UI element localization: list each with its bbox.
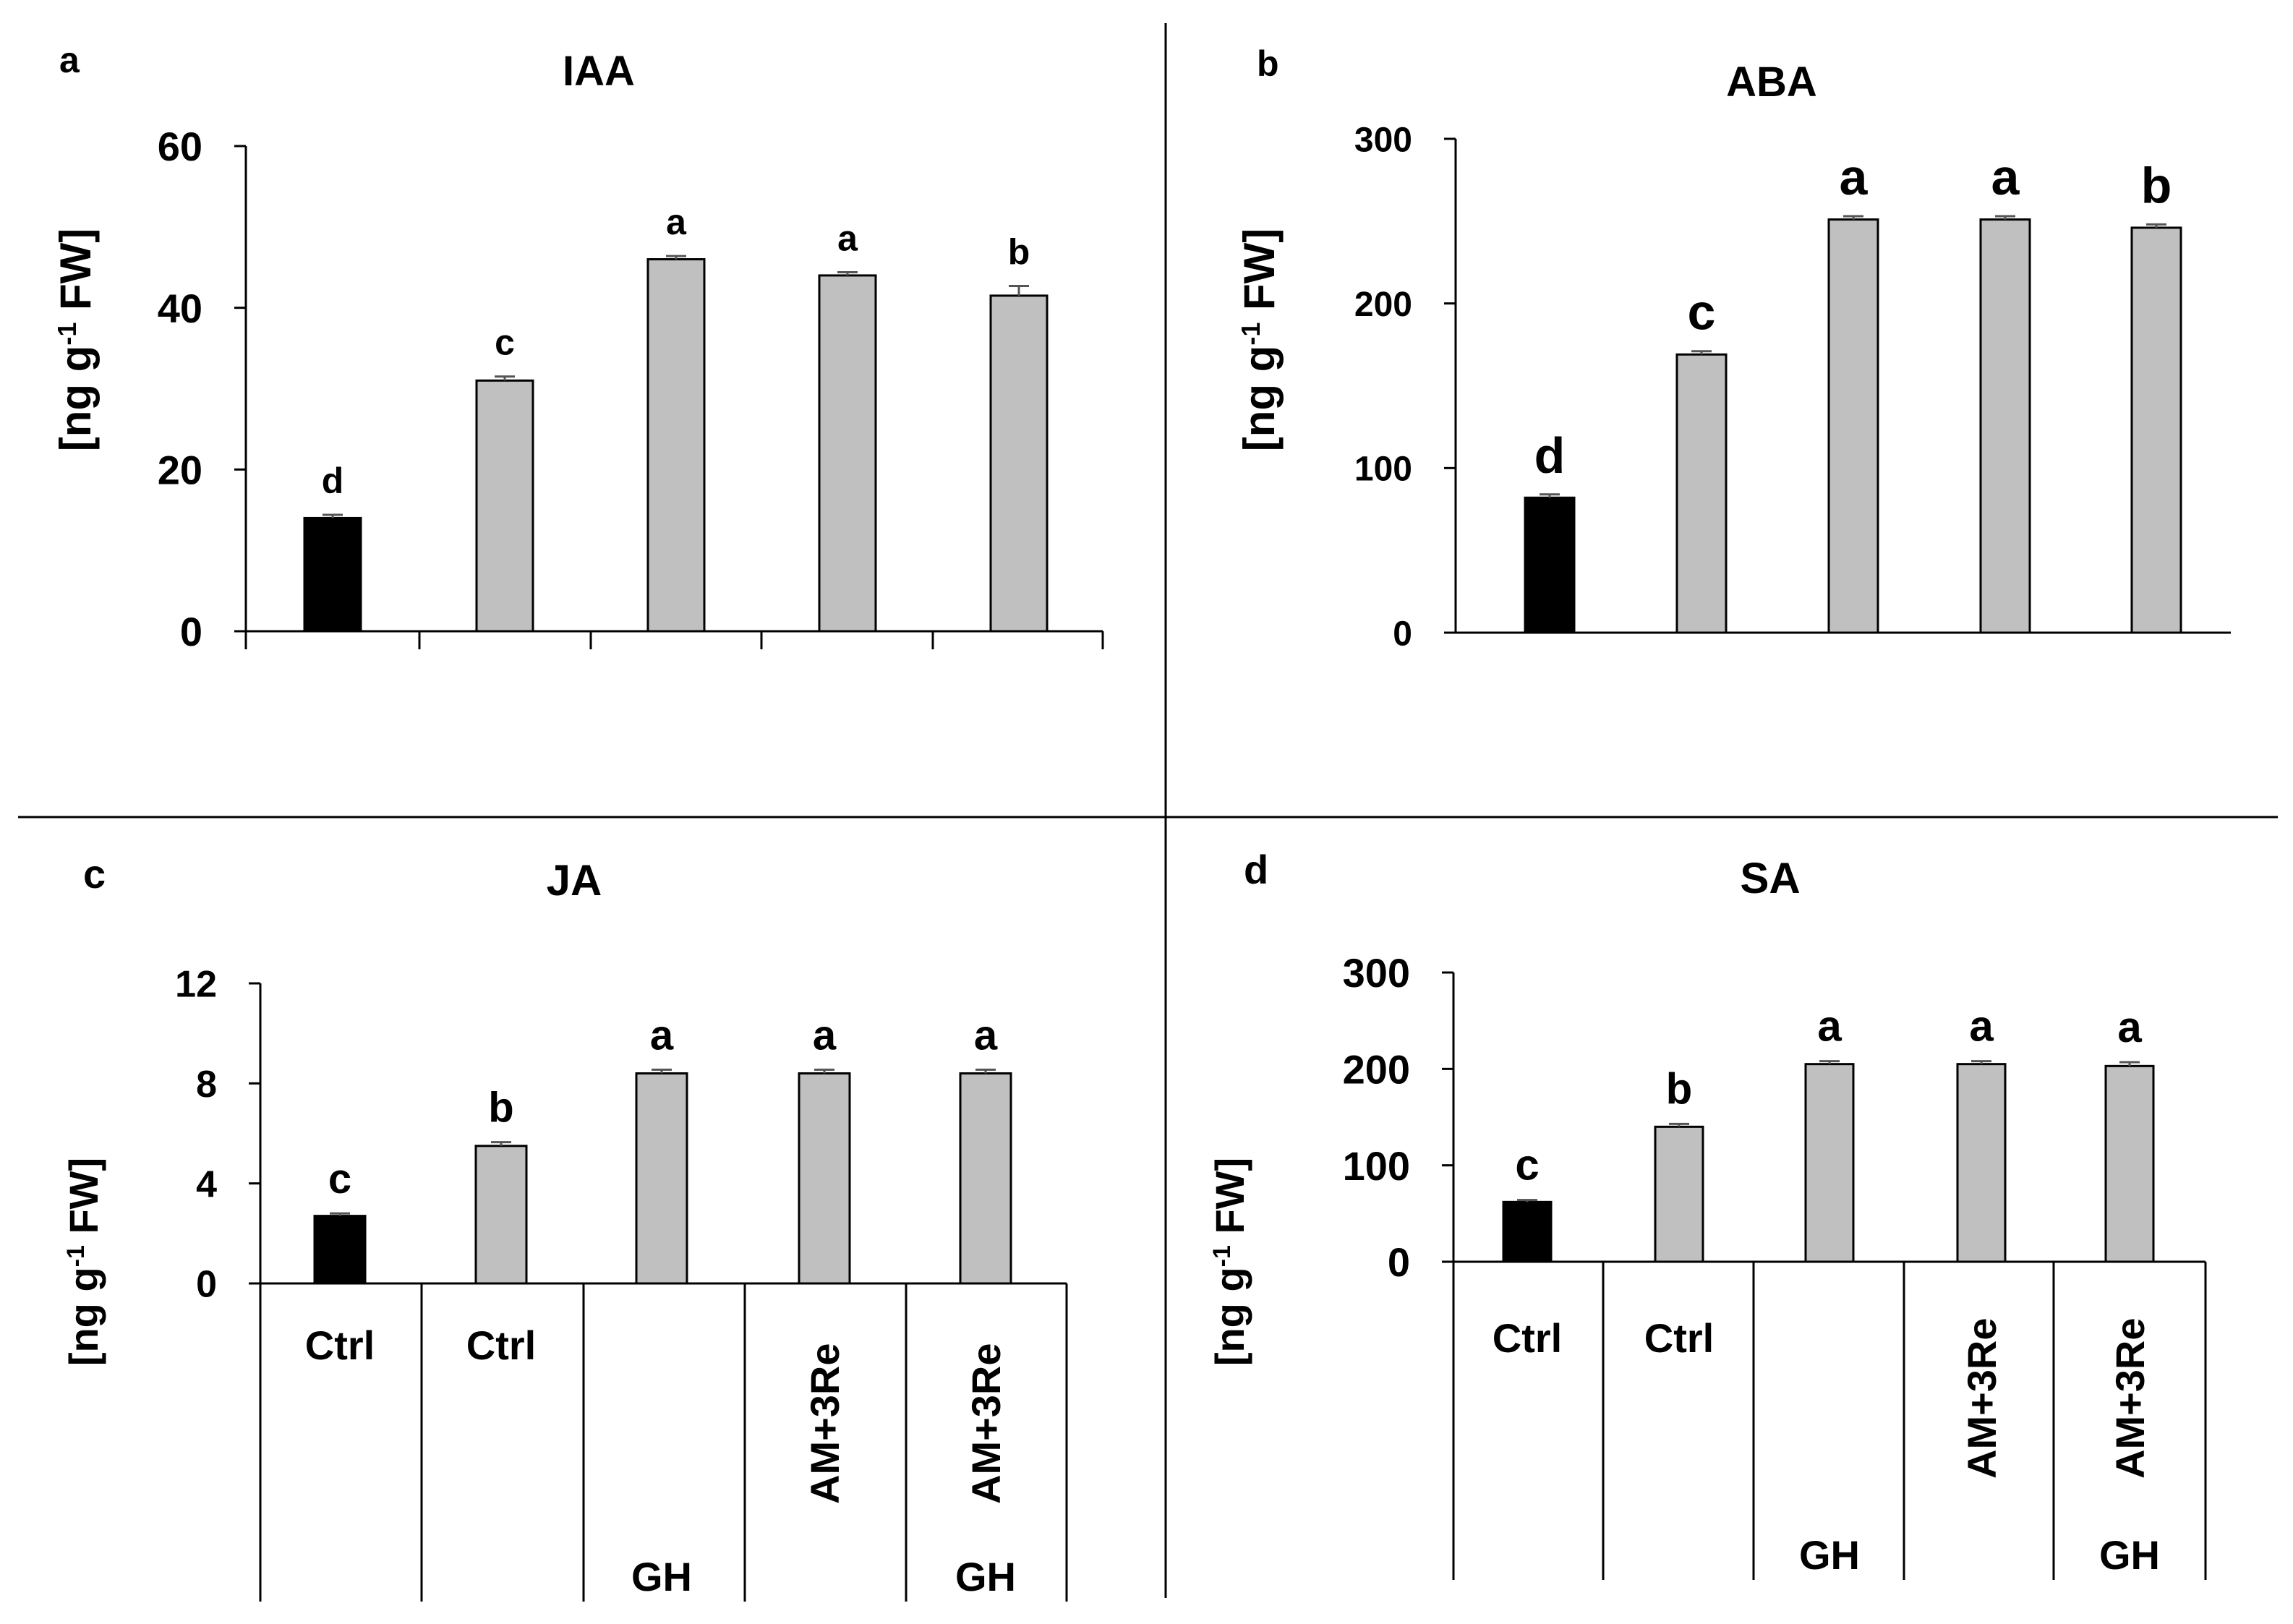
bar — [646, 258, 706, 633]
category-label-bottom: GH — [955, 1554, 1016, 1599]
category-label-bottom: GH — [2099, 1532, 2160, 1578]
significance-letter: a — [666, 202, 687, 242]
category-label-top: Ctrl — [305, 1322, 375, 1368]
chart-iaa: 0 20 40 60 d c a a b [ng g-1 FW] — [51, 124, 1104, 654]
y-axis-label: [ng g-1 FW] — [51, 228, 100, 452]
bar — [1502, 1200, 1553, 1263]
significance-letter: a — [1840, 149, 1869, 205]
y-tick-label: 200 — [1343, 1046, 1410, 1092]
bar — [303, 516, 362, 633]
significance-letter: b — [488, 1085, 513, 1132]
bar — [313, 1215, 367, 1285]
category-label-top: Ctrl — [1644, 1315, 1714, 1361]
y-tick-label: 12 — [175, 964, 217, 1006]
significance-letter: d — [322, 461, 344, 501]
y-tick-label: 8 — [196, 1064, 217, 1106]
y-axis-label: [ng g-1 FW] — [61, 1158, 106, 1366]
y-tick-label: 20 — [158, 447, 202, 492]
significance-letter: b — [1666, 1064, 1693, 1113]
y-tick-label: 0 — [180, 609, 202, 654]
category-label-top: Ctrl — [466, 1322, 536, 1368]
significance-letter: a — [813, 1012, 837, 1059]
bar — [2104, 1064, 2155, 1263]
significance-letter: a — [2117, 1003, 2142, 1051]
significance-letter: a — [1817, 1002, 1842, 1051]
y-tick-label: 100 — [1354, 450, 1412, 489]
significance-letter: c — [495, 322, 515, 363]
panel-d-letter: d — [1244, 847, 1268, 892]
panel-d-title: SA — [1740, 854, 1800, 902]
y-tick-label: 200 — [1354, 286, 1412, 324]
significance-letter: d — [1534, 427, 1566, 484]
bar — [1675, 353, 1728, 634]
y-tick-label: 0 — [1388, 1239, 1410, 1285]
significance-letter: c — [1515, 1141, 1539, 1189]
category-label-top: Ctrl — [1493, 1315, 1562, 1361]
significance-letter: b — [2141, 157, 2172, 213]
bar — [1979, 218, 2031, 634]
bar — [989, 294, 1049, 633]
bar — [1804, 1063, 1855, 1263]
y-axis-label: [ng g-1 FW] — [1235, 228, 1284, 452]
bar — [798, 1072, 851, 1285]
bar — [474, 1145, 528, 1285]
y-tick-label: 40 — [158, 286, 202, 331]
category-label-rotated: AM+3Re — [802, 1343, 847, 1504]
panel-c-letter: c — [83, 851, 106, 897]
significance-letter: a — [650, 1012, 674, 1059]
category-label-rotated: AM+3Re — [2107, 1317, 2153, 1479]
bar — [475, 379, 534, 633]
category-label-bottom: GH — [631, 1554, 692, 1599]
bar — [818, 274, 877, 633]
bar — [1956, 1063, 2007, 1263]
significance-letter: a — [974, 1012, 998, 1059]
bar — [635, 1072, 688, 1285]
category-label-bottom: GH — [1799, 1532, 1860, 1578]
significance-letter: a — [1991, 149, 2020, 205]
bar — [1654, 1125, 1704, 1263]
panel-a-title: IAA — [563, 48, 635, 95]
panel-a-letter: a — [59, 40, 80, 80]
y-tick-label: 60 — [158, 124, 202, 169]
panel-b-letter: b — [1257, 43, 1279, 84]
y-tick-label: 0 — [1393, 615, 1412, 653]
significance-letter: a — [837, 218, 858, 258]
y-tick-label: 4 — [196, 1163, 217, 1205]
y-tick-label: 300 — [1343, 950, 1410, 996]
chart-sa: 0 100 200 300 c b a a a Ctrl Ctrl GH AM+3Re GH AM+3Re [… — [1207, 950, 2207, 1580]
chart-ja: 0 4 8 12 c b a a a Ctrl Ctrl GH AM+3Re GH AM+3Re [ng g-… — [61, 964, 1068, 1602]
panel-c-title: JA — [547, 856, 602, 905]
y-tick-label: 100 — [1343, 1143, 1410, 1189]
bar — [1524, 496, 1576, 634]
chart-aba: 0 100 200 300 d c a a b [ng g-1 FW] — [1235, 121, 2231, 653]
y-tick-label: 0 — [196, 1264, 217, 1306]
category-label-rotated: AM+3Re — [1959, 1317, 2004, 1479]
bar — [959, 1072, 1012, 1285]
significance-letter: b — [1008, 231, 1030, 272]
bar — [2130, 226, 2182, 634]
category-label-rotated: AM+3Re — [963, 1343, 1009, 1504]
bar — [1827, 218, 1879, 634]
significance-letter: c — [328, 1155, 351, 1202]
significance-letter: c — [1688, 284, 1716, 341]
y-tick-label: 300 — [1354, 121, 1412, 159]
panel-b-title: ABA — [1726, 59, 1817, 106]
y-axis-label: [ng g-1 FW] — [1207, 1158, 1252, 1366]
significance-letter: a — [1969, 1002, 1994, 1051]
